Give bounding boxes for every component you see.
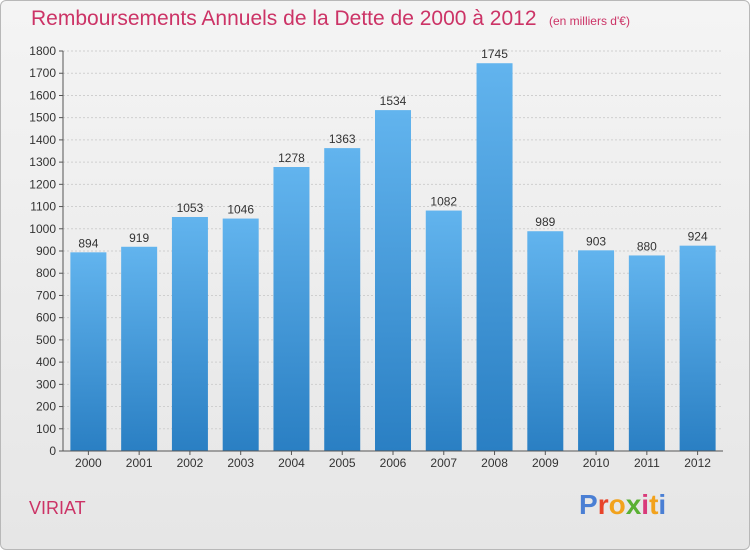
- logo-letter: i: [658, 489, 667, 520]
- y-tick-label: 600: [36, 311, 56, 325]
- y-tick-label: 800: [36, 266, 56, 280]
- bar-value-label: 880: [637, 239, 657, 253]
- bar-value-label: 924: [688, 230, 708, 244]
- bar-2009[interactable]: [527, 231, 564, 451]
- logo-letter: x: [625, 489, 642, 520]
- bar-2006[interactable]: [375, 110, 411, 451]
- logo-letter: i: [641, 489, 650, 520]
- x-tick-label: 2003: [227, 456, 254, 470]
- bar-value-label: 1053: [177, 201, 204, 215]
- y-tick-label: 400: [36, 355, 56, 369]
- bar-2000[interactable]: [70, 252, 107, 451]
- y-tick-label: 1700: [29, 66, 56, 80]
- bar-value-label: 1082: [430, 195, 457, 209]
- x-tick-label: 2007: [430, 456, 457, 470]
- y-tick-label: 300: [36, 377, 56, 391]
- y-tick-label: 200: [36, 400, 56, 414]
- bar-layer: 894 919 1053 1046 1278 1363 1534 1082 1745 989 903…: [70, 47, 716, 451]
- bar-value-label: 1363: [329, 132, 356, 146]
- x-tick-label: 2001: [126, 456, 153, 470]
- y-tick-label: 0: [49, 444, 56, 458]
- bar-value-label: 903: [586, 234, 606, 248]
- city-name: VIRIAT: [29, 498, 86, 518]
- chart-title: Remboursements Annuels de la Dette de 20…: [31, 7, 537, 30]
- bar-value-label: 919: [129, 231, 149, 245]
- bar-value-label: 989: [535, 215, 555, 229]
- y-tick-label: 1300: [29, 155, 56, 169]
- bar-2005[interactable]: [324, 148, 361, 451]
- x-tick-label: 2005: [329, 456, 356, 470]
- title-row: Remboursements Annuels de la Dette de 20…: [31, 7, 630, 31]
- bar-2001[interactable]: [121, 246, 158, 451]
- x-tick-label: 2002: [177, 456, 204, 470]
- y-tick-label: 1600: [29, 88, 56, 102]
- y-tick-label: 900: [36, 244, 56, 258]
- y-tick-label: 1000: [29, 222, 56, 236]
- y-tick-label: 1500: [29, 111, 56, 125]
- bar-2004[interactable]: [273, 167, 310, 451]
- x-tick-label: 2010: [583, 456, 610, 470]
- bar-value-label: 1278: [278, 151, 305, 165]
- y-tick-label: 500: [36, 333, 56, 347]
- bar-2007[interactable]: [425, 210, 462, 451]
- logo-letter: P: [579, 489, 598, 520]
- y-tick-label: 100: [36, 422, 56, 436]
- bar-value-label: 894: [78, 236, 98, 250]
- logo-letter: r: [597, 489, 609, 520]
- x-tick-label: 2011: [634, 456, 660, 470]
- axis-layer: 0 100 200 300 400 500 600 700 800 900 1000 1100 1200…: [29, 44, 723, 470]
- bar-2008[interactable]: [476, 63, 513, 451]
- y-tick-label: 1100: [30, 200, 56, 214]
- x-tick-label: 2004: [278, 456, 305, 470]
- bar-value-label: 1745: [481, 47, 508, 61]
- x-tick-label: 2008: [481, 456, 508, 470]
- y-tick-label: 1400: [29, 133, 56, 147]
- y-tick-label: 700: [36, 288, 56, 302]
- x-tick-label: 2012: [684, 456, 711, 470]
- bar-2011[interactable]: [628, 255, 665, 451]
- bar-2002[interactable]: [171, 217, 208, 451]
- logo-letter: t: [649, 489, 659, 520]
- y-tick-label: 1200: [29, 177, 56, 191]
- bar-2010[interactable]: [578, 250, 615, 451]
- proxiti-logo[interactable]: Proxiti: [579, 489, 666, 521]
- x-tick-label: 2009: [532, 456, 559, 470]
- bar-2012[interactable]: [679, 245, 716, 451]
- y-tick-label: 1800: [29, 44, 56, 58]
- bar-value-label: 1534: [380, 94, 407, 108]
- x-tick-label: 2000: [75, 456, 102, 470]
- logo-letter: o: [608, 489, 626, 520]
- bar-2003[interactable]: [222, 218, 259, 451]
- bar-value-label: 1046: [227, 203, 254, 217]
- chart-subtitle: (en milliers d'€): [548, 14, 630, 28]
- x-tick-label: 2006: [380, 456, 407, 470]
